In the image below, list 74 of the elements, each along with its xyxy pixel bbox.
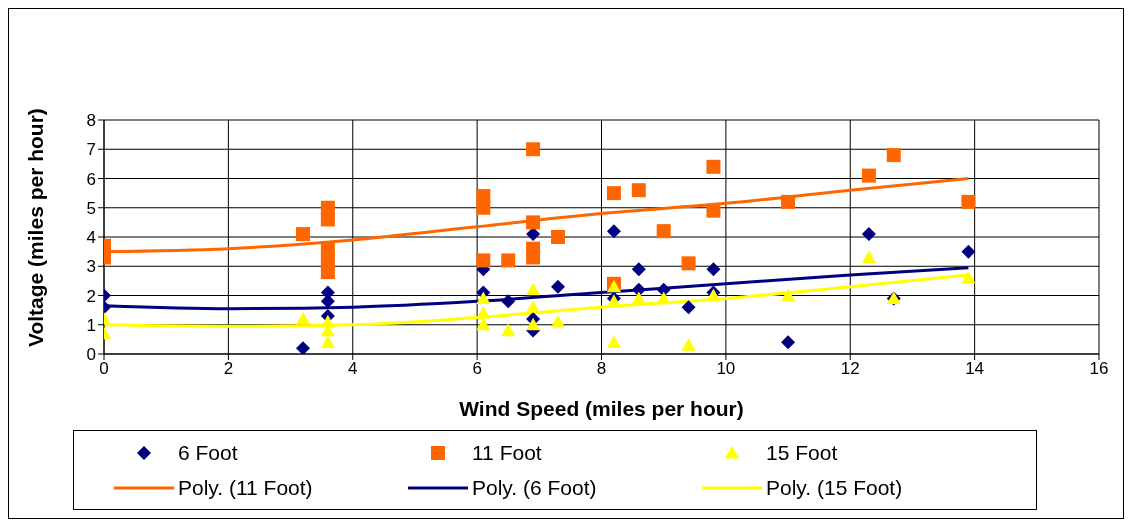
y-tick-label: 8 (86, 111, 96, 131)
point (320, 265, 335, 280)
x-tick-label: 16 (1089, 359, 1109, 379)
point (861, 250, 876, 264)
y-tick-label: 2 (86, 286, 96, 306)
x-tick-label: 14 (965, 359, 985, 379)
legend-label: 15 Foot (766, 440, 838, 465)
point (606, 186, 621, 201)
y-tick-label: 7 (86, 140, 96, 160)
x-tick-label: 2 (223, 359, 234, 379)
y-tick-label: 0 (86, 345, 96, 365)
point (526, 300, 541, 313)
point (296, 341, 310, 354)
y-tick-label: 5 (86, 198, 96, 218)
x-tick-label: 10 (716, 359, 736, 379)
point (961, 244, 976, 259)
point (681, 256, 696, 271)
point (476, 317, 491, 331)
point (781, 288, 796, 302)
y-tick-label: 3 (86, 257, 96, 277)
legend-label: Poly. (6 Foot) (472, 475, 597, 500)
point (550, 230, 565, 244)
point (781, 335, 796, 350)
point (706, 159, 721, 174)
point (526, 282, 541, 296)
point (606, 335, 621, 348)
point (681, 300, 696, 315)
point (526, 317, 541, 331)
legend-label: Poly. (15 Foot) (766, 475, 903, 500)
point (476, 200, 491, 215)
legend-label: 11 Foot (472, 440, 542, 465)
y-tick-label: 1 (86, 315, 96, 335)
point (526, 227, 541, 242)
point (320, 212, 335, 227)
x-tick-label: 8 (596, 359, 607, 379)
y-tick-label: 4 (86, 228, 96, 248)
point (501, 323, 516, 337)
point (476, 253, 491, 268)
point (526, 142, 541, 157)
legend-label: 6 Foot (178, 440, 238, 465)
point (501, 253, 516, 268)
y-tick-label: 6 (86, 169, 96, 189)
legend-label: Poly. (11 Foot) (178, 475, 313, 500)
point (526, 250, 541, 265)
y-axis-title: Voltage (miles per hour) (24, 108, 48, 347)
point (781, 194, 796, 209)
point (526, 215, 541, 230)
x-tick-label: 0 (99, 359, 109, 379)
point (961, 270, 976, 284)
point (706, 262, 721, 277)
point (296, 227, 310, 242)
point (550, 279, 565, 294)
point (501, 294, 516, 309)
point (476, 291, 491, 305)
point (320, 294, 335, 309)
point (961, 194, 976, 209)
point (320, 335, 335, 348)
point (476, 306, 491, 319)
point (550, 314, 565, 328)
point (631, 262, 646, 277)
point (861, 227, 876, 242)
point (296, 311, 310, 325)
point (631, 291, 646, 305)
point (706, 203, 721, 218)
point (631, 183, 646, 198)
x-tick-label: 12 (840, 359, 860, 379)
point (606, 224, 621, 239)
x-tick-label: 4 (348, 359, 358, 379)
x-axis-title: Wind Speed (miles per hour) (459, 397, 744, 420)
x-tick-label: 6 (472, 359, 482, 379)
point (681, 338, 696, 351)
point (886, 148, 901, 163)
point (861, 168, 876, 183)
point (656, 224, 671, 239)
